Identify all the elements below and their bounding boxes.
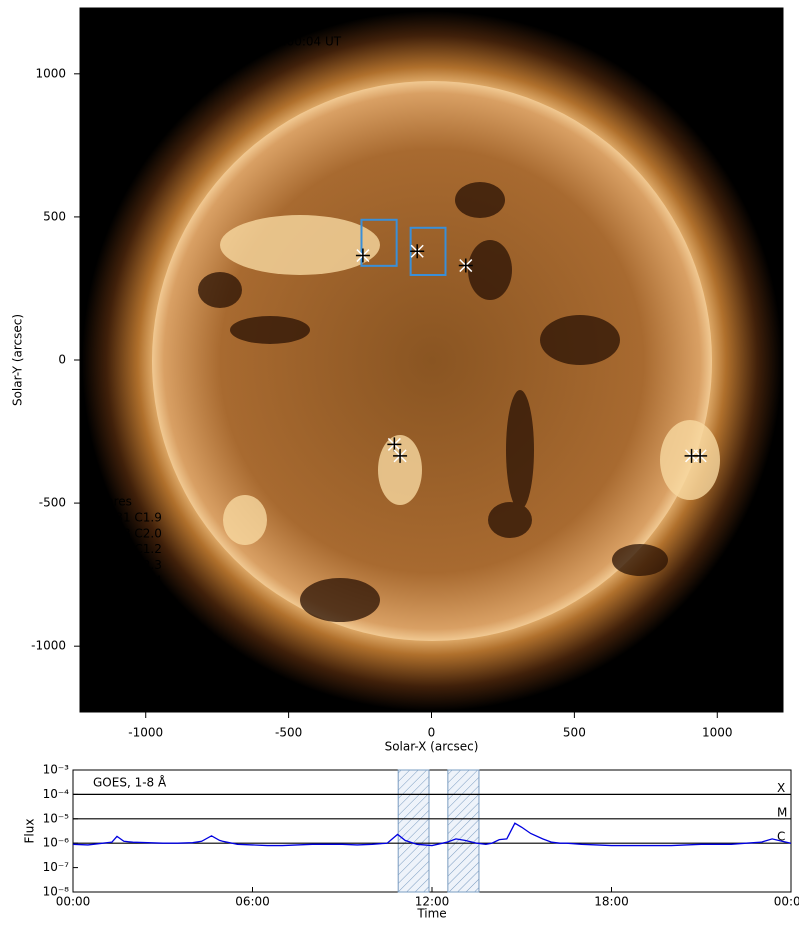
flux-line [72,822,792,847]
flare-list-item: 14:46 C6.6 [96,590,162,604]
x-tick-label: 18:00 [594,895,629,909]
y-axis-label: Flux [23,819,37,844]
flare-list-item: 23:22 C1.5 [96,637,162,651]
class-level-label: X [777,781,785,795]
y-tick-label: 10⁻⁶ [43,836,70,850]
x-axis-label: Time [416,907,446,921]
x-tick-label: 00:00 [774,895,799,909]
x-axis-label: Solar-X (arcsec) [385,740,479,754]
y-axis-label: Solar-Y (arcsec) [11,314,25,406]
flare-list-item: 16:17 C1.0 [96,605,162,619]
x-tick-label: 06:00 [235,895,270,909]
x-tick-label: 500 [563,726,586,740]
flare-list-item: 04:58 C1.2 [96,542,162,556]
class-level-label: C [777,830,785,844]
y-tick-label: 500 [43,209,66,223]
flare-marker [458,258,473,273]
flare-list-title: Flares [96,495,132,509]
flare-list-item: 01:31 C1.9 [96,511,162,525]
x-tick-label: 0 [428,726,436,740]
solar-image [80,8,783,712]
flare-marker [393,448,408,463]
class-level-label: M [777,805,787,819]
marker-plus [458,258,473,273]
y-tick-label: 10⁻⁵ [43,811,70,825]
shaded-interval [447,769,480,893]
y-tick-label: 1000 [35,66,66,80]
flare-marker [355,248,370,263]
x-tick-label: -1000 [128,726,163,740]
y-tick-label: 10⁻⁷ [43,860,70,874]
flare-list-item: 18:56 C1.0 [96,621,162,635]
marker-plus [355,248,370,263]
image-title: AIA 0193, 23-Dec-2022, 12:00:04 UT [120,35,342,49]
bottom-frame [72,769,792,893]
x-tick-label: 12:00 [415,895,450,909]
y-tick-label: -500 [39,496,66,510]
marker-plus [410,244,425,259]
y-tick-label: 10⁻³ [43,763,70,777]
flare-marker [410,244,425,259]
shaded-interval [397,769,430,893]
flare-marker [693,448,708,463]
x-tick-label: -500 [275,726,302,740]
y-tick-label: -1000 [31,639,66,653]
x-tick-label: 00:00 [56,895,91,909]
marker-plus [393,448,408,463]
region-box [360,218,398,267]
marker-plus [693,448,708,463]
flare-list-item: 04:38 C2.0 [96,526,162,540]
y-tick-label: 0 [58,353,66,367]
flare-list-item: 14:15 C1.4 [96,574,162,588]
y-tick-label: 10⁻⁸ [43,885,70,899]
x-tick-label: 1000 [702,726,733,740]
series-label: GOES, 1-8 Å [93,775,167,790]
flare-list-item: 10:51 C2.3 [96,558,162,572]
y-tick-label: 10⁻⁴ [43,787,70,801]
marker-plus [387,437,402,452]
flare-marker [387,437,402,452]
